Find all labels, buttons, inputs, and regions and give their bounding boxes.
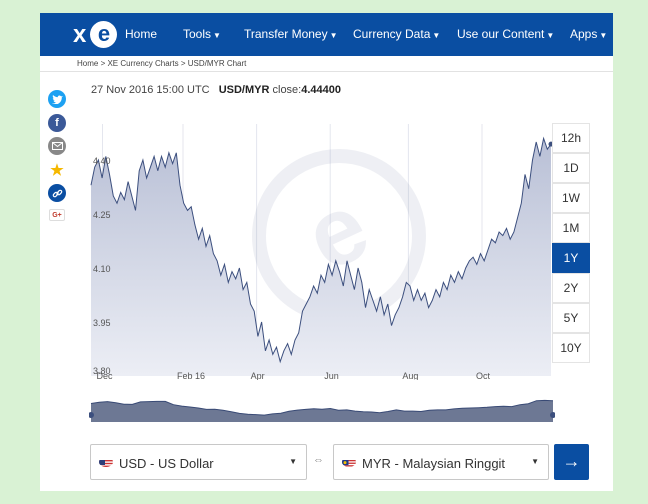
nav-label: Apps (570, 27, 598, 41)
x-tick-label: Apr (251, 371, 265, 380)
nav-item-transfer-money[interactable]: Transfer Money ▼ (244, 27, 338, 41)
nav-label: Currency Data (353, 27, 431, 41)
quote-close-label: close: (272, 84, 302, 96)
range-button-1d[interactable]: 1D (552, 153, 590, 183)
range-button-2y[interactable]: 2Y (552, 273, 590, 303)
from-currency-select[interactable]: USD - US Dollar ▼ (90, 444, 307, 480)
overview-line (90, 399, 554, 416)
quote-pair: USD/MYR (218, 84, 270, 96)
top-navigation-bar: x e Home Tools ▼ Transfer Money ▼ Currency… (40, 13, 613, 56)
logo-letter-x: x (73, 21, 86, 48)
nav-item-home[interactable]: Home (125, 27, 157, 41)
y-tick-label: 3.95 (93, 318, 111, 328)
nav-item-currency-data[interactable]: Currency Data ▼ (353, 27, 440, 41)
nav-item-use-our-content[interactable]: Use our Content ▼ (457, 27, 554, 41)
nav-item-apps[interactable]: Apps ▼ (570, 27, 607, 41)
quote-line: 27 Nov 2016 15:00 UTC USD/MYR close:4.44… (91, 84, 341, 96)
range-button-1m[interactable]: 1M (552, 213, 590, 243)
facebook-icon[interactable]: f (48, 114, 66, 132)
last-data-point (548, 141, 553, 147)
google-plus-icon[interactable]: G+ (49, 209, 65, 221)
x-tick-label: Aug (402, 371, 418, 380)
convert-button[interactable]: → (554, 444, 589, 480)
range-button-12h[interactable]: 12h (552, 123, 590, 153)
link-icon[interactable] (48, 184, 66, 202)
series-area (91, 138, 551, 376)
breadcrumb[interactable]: Home > XE Currency Charts > USD/MYR Char… (77, 59, 247, 68)
xe-logo[interactable]: x e (69, 19, 117, 50)
x-tick-backdrop (168, 377, 202, 380)
nav-label: Home (125, 27, 158, 41)
chevron-down-icon: ▼ (546, 31, 555, 40)
y-tick-label: 4.40 (93, 156, 111, 166)
chevron-down-icon: ▼ (289, 457, 297, 466)
us-flag-icon (99, 457, 113, 467)
star-icon[interactable]: ★ (48, 161, 66, 179)
chevron-down-icon: ▼ (599, 31, 608, 40)
malaysia-flag-icon (342, 457, 356, 467)
range-button-5y[interactable]: 5Y (552, 303, 590, 333)
breadcrumb-divider (40, 71, 613, 72)
email-icon[interactable] (48, 137, 66, 155)
rate-chart[interactable]: e 4.404.254.103.953.80 Dec Feb 16 Apr Jun Au… (89, 114, 553, 380)
overview-left-handle[interactable] (89, 412, 94, 418)
chevron-down-icon: ▼ (329, 31, 338, 40)
overview-navigator[interactable] (89, 384, 555, 424)
swap-arrows-icon[interactable]: ⇔ (313, 454, 324, 466)
series-line (90, 136, 552, 364)
from-currency-label: USD - US Dollar (119, 456, 214, 471)
range-button-10y[interactable]: 10Y (552, 333, 590, 363)
x-tick-label: Jun (324, 371, 339, 380)
quote-close-value: 4.44400 (301, 84, 342, 96)
xe-chart-page: x e Home Tools ▼ Transfer Money ▼ Currency… (40, 13, 613, 491)
x-tick-label: Feb 16 (177, 371, 205, 380)
x-tick-backdrop (315, 377, 350, 380)
overview-area (91, 400, 553, 422)
time-range-selector: 12h 1D 1W 1M 1Y 2Y 5Y 10Y (552, 123, 590, 363)
y-tick-label: 4.25 (93, 210, 111, 220)
y-axis-labels: 4.40 4.25 4.10 3.95 3.80 (93, 156, 111, 376)
logo-letter-e: e (90, 21, 117, 48)
x-tick-label: Dec (97, 371, 114, 380)
arrow-right-icon: → (562, 451, 581, 471)
quote-timestamp: 27 Nov 2016 15:00 UTC (91, 84, 210, 96)
twitter-icon[interactable] (48, 90, 66, 108)
y-tick-label: 4.10 (93, 264, 111, 274)
chevron-down-icon: ▼ (213, 31, 221, 40)
x-axis-labels: Dec Feb 16 Apr Jun Aug Oct (89, 371, 501, 380)
to-currency-label: MYR - Malaysian Ringgit (362, 456, 506, 471)
nav-item-tools[interactable]: Tools ▼ (183, 27, 221, 41)
x-tick-backdrop (393, 377, 428, 380)
x-tick-backdrop (467, 377, 501, 380)
x-tick-backdrop (241, 377, 276, 380)
to-currency-select[interactable]: MYR - Malaysian Ringgit ▼ (333, 444, 549, 480)
range-button-1w[interactable]: 1W (552, 183, 590, 213)
overview-right-handle[interactable] (550, 412, 555, 418)
chevron-down-icon: ▼ (531, 457, 539, 466)
nav-label: Tools (183, 27, 212, 41)
x-tick-label: Oct (476, 371, 491, 380)
chevron-down-icon: ▼ (432, 31, 441, 40)
nav-label: Use our Content (457, 27, 545, 41)
y-tick-label: 3.80 (93, 366, 111, 376)
nav-label: Transfer Money (244, 27, 328, 41)
range-button-1y[interactable]: 1Y (552, 243, 590, 273)
x-tick-backdrop (89, 377, 122, 380)
